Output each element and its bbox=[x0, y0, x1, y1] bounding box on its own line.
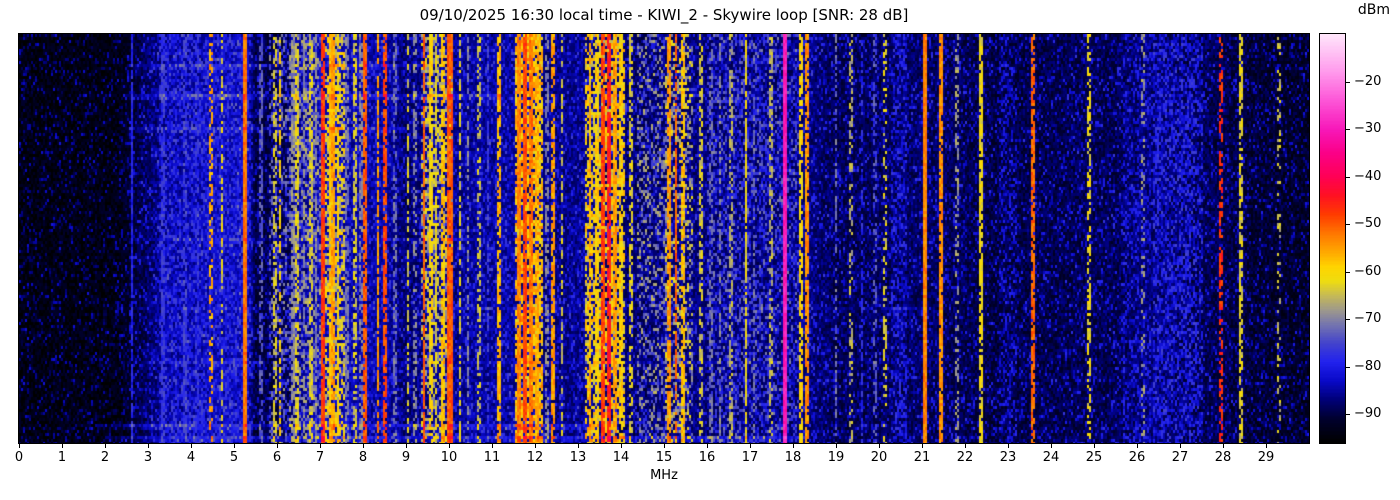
x-tick-label: 10 bbox=[440, 450, 458, 465]
x-tick-label: 24 bbox=[1042, 450, 1060, 465]
colorbar-tick-label: −20 bbox=[1354, 73, 1382, 89]
x-tick-mark bbox=[922, 444, 923, 448]
x-tick-label: 14 bbox=[612, 450, 630, 465]
x-tick-label: 20 bbox=[870, 450, 888, 465]
x-tick-label: 3 bbox=[143, 450, 153, 465]
x-axis-label: MHz bbox=[650, 468, 678, 483]
x-tick-mark bbox=[965, 444, 966, 448]
x-tick-mark bbox=[406, 444, 407, 448]
x-tick-label: 23 bbox=[999, 450, 1017, 465]
x-tick-label: 29 bbox=[1257, 450, 1275, 465]
x-tick-label: 9 bbox=[401, 450, 411, 465]
x-tick-mark bbox=[1223, 444, 1224, 448]
waterfall-plot-area bbox=[18, 33, 1310, 444]
x-tick-mark bbox=[578, 444, 579, 448]
x-tick-mark bbox=[793, 444, 794, 448]
x-tick-label: 11 bbox=[483, 450, 501, 465]
x-tick-mark bbox=[19, 444, 20, 448]
x-tick-mark bbox=[1094, 444, 1095, 448]
x-tick-label: 16 bbox=[698, 450, 716, 465]
x-tick-label: 27 bbox=[1171, 450, 1189, 465]
x-tick-label: 18 bbox=[784, 450, 802, 465]
colorbar-tick-mark bbox=[1346, 176, 1350, 178]
x-tick-mark bbox=[320, 444, 321, 448]
x-tick-label: 28 bbox=[1214, 450, 1232, 465]
x-tick-mark bbox=[1180, 444, 1181, 448]
x-tick-mark bbox=[492, 444, 493, 448]
x-tick-label: 2 bbox=[100, 450, 110, 465]
colorbar bbox=[1319, 33, 1346, 444]
x-tick-label: 15 bbox=[655, 450, 673, 465]
x-tick-mark bbox=[1051, 444, 1052, 448]
colorbar-tick-mark bbox=[1346, 129, 1350, 131]
x-tick-label: 19 bbox=[827, 450, 845, 465]
colorbar-tick-mark bbox=[1346, 319, 1350, 321]
x-tick-label: 7 bbox=[315, 450, 325, 465]
colorbar-tick-label: −40 bbox=[1354, 168, 1382, 184]
colorbar-tick-mark bbox=[1346, 224, 1350, 226]
colorbar-tick-label: −50 bbox=[1354, 216, 1382, 232]
x-tick-mark bbox=[836, 444, 837, 448]
x-tick-mark bbox=[1137, 444, 1138, 448]
x-tick-mark bbox=[277, 444, 278, 448]
colorbar-tick-mark bbox=[1346, 366, 1350, 368]
colorbar-tick-label: −80 bbox=[1354, 358, 1382, 374]
colorbar-tick-label: −30 bbox=[1354, 121, 1382, 137]
x-tick-label: 8 bbox=[358, 450, 368, 465]
x-tick-mark bbox=[707, 444, 708, 448]
x-tick-label: 1 bbox=[57, 450, 67, 465]
waterfall-canvas bbox=[19, 34, 1309, 443]
x-tick-label: 0 bbox=[14, 450, 24, 465]
colorbar-tick-mark bbox=[1346, 271, 1350, 273]
colorbar-tick-mark bbox=[1346, 414, 1350, 416]
x-tick-label: 26 bbox=[1128, 450, 1146, 465]
x-tick-label: 5 bbox=[229, 450, 239, 465]
colorbar-unit-label: dBm bbox=[1357, 2, 1391, 18]
x-tick-mark bbox=[234, 444, 235, 448]
x-tick-mark bbox=[664, 444, 665, 448]
x-tick-label: 25 bbox=[1085, 450, 1103, 465]
colorbar-tick-label: −90 bbox=[1354, 406, 1382, 422]
chart-title: 09/10/2025 16:30 local time - KIWI_2 - S… bbox=[419, 6, 909, 24]
x-tick-mark bbox=[191, 444, 192, 448]
x-tick-mark bbox=[621, 444, 622, 448]
x-tick-label: 17 bbox=[741, 450, 759, 465]
x-tick-mark bbox=[1008, 444, 1009, 448]
x-tick-label: 6 bbox=[272, 450, 282, 465]
x-tick-label: 21 bbox=[913, 450, 931, 465]
x-tick-label: 22 bbox=[956, 450, 974, 465]
x-tick-mark bbox=[535, 444, 536, 448]
colorbar-canvas bbox=[1320, 34, 1345, 443]
colorbar-tick-label: −70 bbox=[1354, 311, 1382, 327]
x-tick-mark bbox=[105, 444, 106, 448]
x-tick-mark bbox=[449, 444, 450, 448]
colorbar-tick-label: −60 bbox=[1354, 263, 1382, 279]
x-tick-mark bbox=[62, 444, 63, 448]
x-tick-mark bbox=[750, 444, 751, 448]
x-tick-mark bbox=[148, 444, 149, 448]
x-tick-mark bbox=[1266, 444, 1267, 448]
x-tick-mark bbox=[879, 444, 880, 448]
colorbar-tick-mark bbox=[1346, 81, 1350, 83]
x-tick-mark bbox=[363, 444, 364, 448]
x-tick-label: 13 bbox=[569, 450, 587, 465]
x-tick-label: 12 bbox=[526, 450, 544, 465]
x-tick-label: 4 bbox=[186, 450, 196, 465]
